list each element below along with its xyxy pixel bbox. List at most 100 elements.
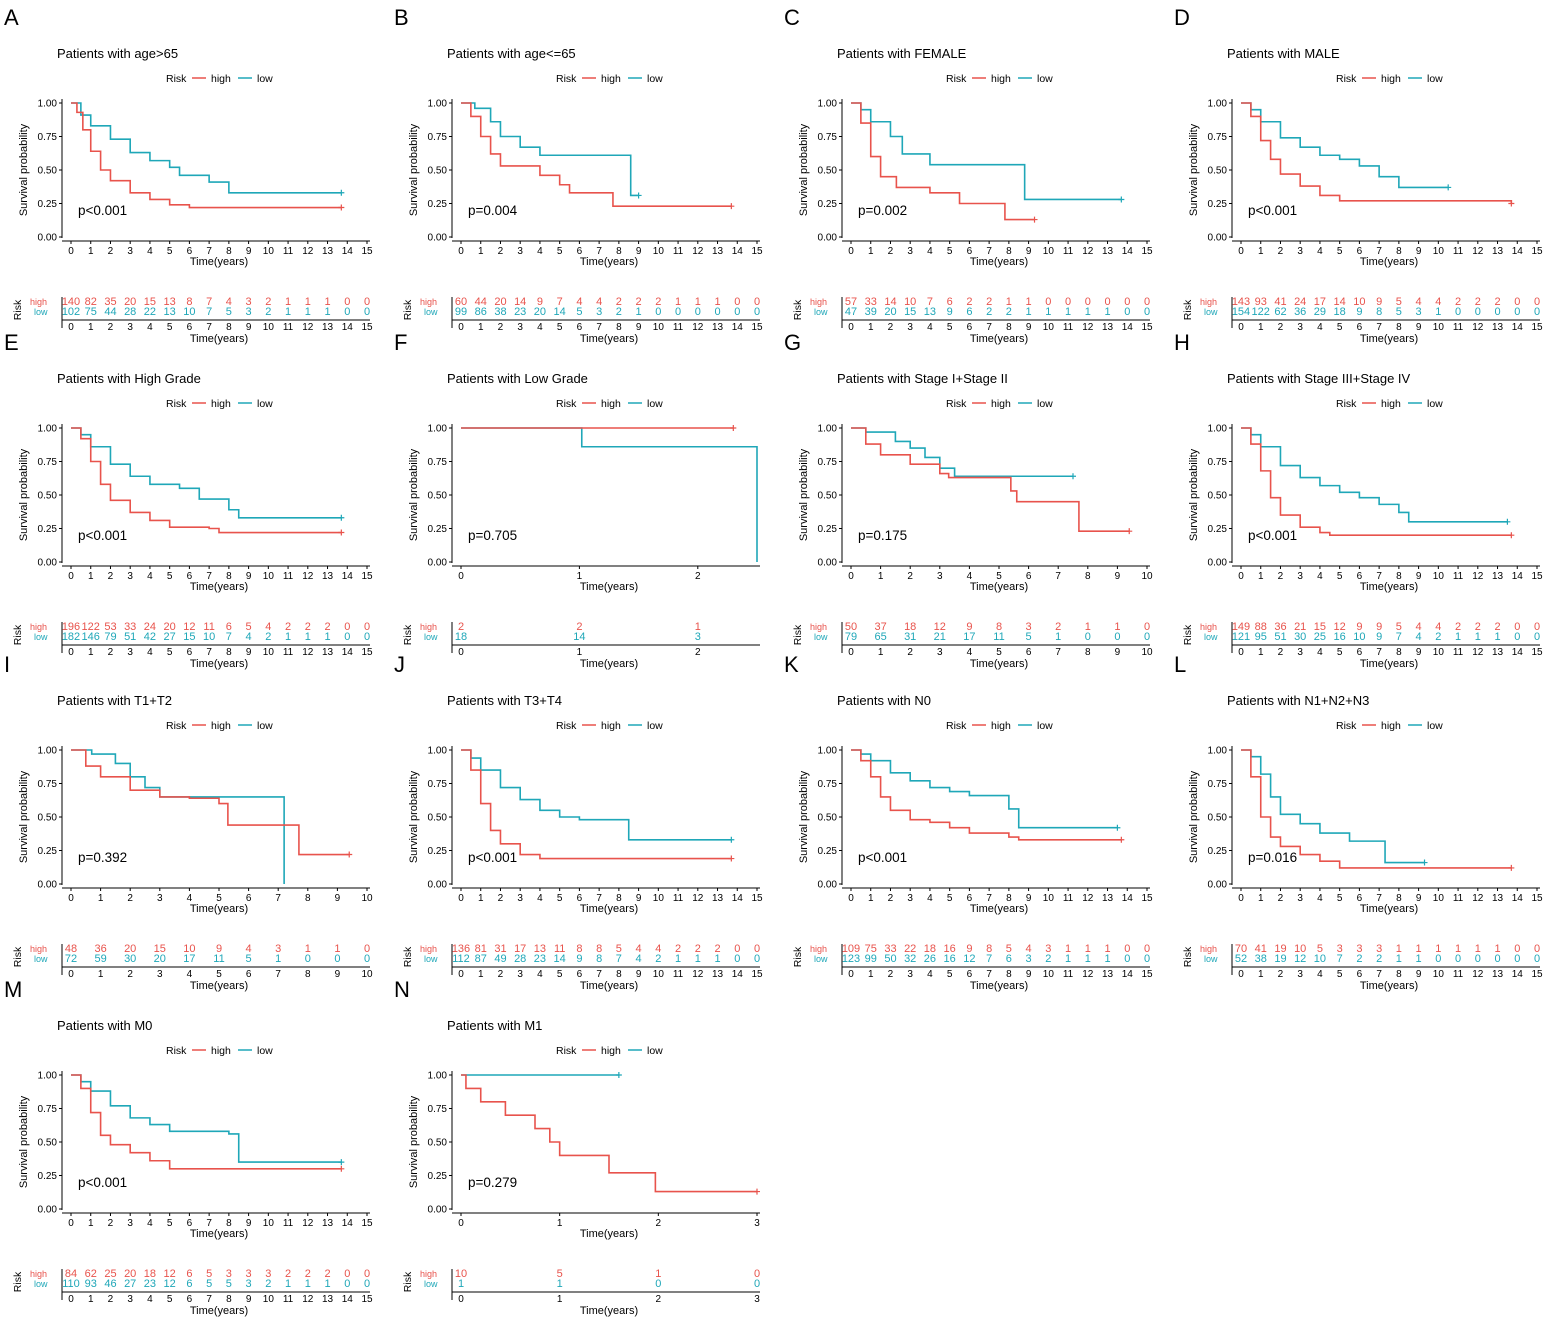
risk-count-low: 2 — [1356, 953, 1362, 965]
censor-mark-high — [1508, 864, 1515, 871]
risk-count-high: 12 — [1334, 621, 1346, 633]
legend: Risk high low — [946, 73, 1053, 85]
y-tick-label: 0.50 — [38, 166, 58, 177]
risk-count-low: 27 — [164, 631, 176, 643]
risk-count-low: 1 — [285, 306, 291, 318]
y-tick-label: 1.00 — [1208, 99, 1228, 110]
y-tick-label: 0.75 — [38, 1104, 58, 1115]
x-tick-label: 10 — [653, 246, 665, 257]
censor-mark-high — [1031, 216, 1038, 223]
risk-count-low: 8 — [1376, 306, 1382, 318]
risk-x-tick-label: 8 — [1396, 322, 1402, 333]
risk-count-high: 10 — [1353, 296, 1365, 308]
x-tick-label: 13 — [712, 893, 724, 904]
x-tick-label: 3 — [157, 893, 163, 904]
risk-count-high: 3 — [246, 1268, 252, 1280]
x-tick-label: 13 — [322, 571, 334, 582]
y-tick-label: 1.00 — [428, 1071, 448, 1082]
p-value: p=0.705 — [468, 528, 517, 543]
risk-x-tick-label: 10 — [1141, 647, 1153, 658]
x-tick-label: 4 — [147, 571, 153, 582]
risk-count-high: 10 — [904, 296, 916, 308]
risk-x-tick-label: 0 — [458, 322, 464, 333]
risk-count-low: 27 — [124, 1278, 136, 1290]
censor-mark-low — [1114, 824, 1121, 831]
y-tick-label: 0.75 — [428, 132, 448, 143]
risk-count-low: 0 — [1534, 631, 1540, 643]
risk-count-low: 0 — [1494, 953, 1500, 965]
risk-x-tick-label: 3 — [517, 969, 523, 980]
panel-letter: I — [4, 652, 10, 677]
y-tick-label: 0.25 — [38, 846, 58, 857]
risk-row-high-label: high — [30, 297, 47, 307]
risk-count-low: 0 — [655, 1278, 661, 1290]
risk-count-low: 9 — [1376, 631, 1382, 643]
risk-x-tick-label: 5 — [947, 322, 953, 333]
risk-x-tick-label: 4 — [147, 322, 153, 333]
risk-count-low: 86 — [475, 306, 487, 318]
x-tick-label: 0 — [848, 246, 854, 257]
risk-count-low: 72 — [65, 953, 77, 965]
legend: Risk high low — [946, 720, 1053, 732]
x-tick-label: 14 — [1122, 893, 1134, 904]
survival-curve-high — [851, 102, 1035, 221]
legend-low-label: low — [1037, 398, 1053, 410]
x-tick-label: 8 — [305, 893, 311, 904]
risk-row-high-label: high — [420, 297, 437, 307]
risk-x-tick-label: 3 — [127, 1294, 133, 1305]
legend-title: Risk — [556, 720, 577, 732]
risk-count-high: 5 — [1317, 943, 1323, 955]
x-tick-label: 13 — [1102, 893, 1114, 904]
legend: Risk high low — [166, 73, 273, 85]
risk-count-low: 0 — [364, 306, 370, 318]
x-tick-label: 7 — [1055, 571, 1061, 582]
y-tick-label: 0.00 — [818, 880, 838, 891]
risk-count-high: 1 — [305, 943, 311, 955]
risk-count-low: 0 — [344, 306, 350, 318]
y-tick-label: 0.50 — [428, 813, 448, 824]
risk-count-low: 6 — [1006, 953, 1012, 965]
p-value: p<0.001 — [858, 850, 907, 865]
risk-count-low: 9 — [576, 953, 582, 965]
risk-count-high: 5 — [557, 1268, 563, 1280]
y-tick-label: 0.50 — [428, 491, 448, 502]
risk-x-tick-label: 4 — [927, 969, 933, 980]
risk-x-tick-label: 13 — [1492, 647, 1504, 658]
risk-count-high: 41 — [1255, 943, 1267, 955]
risk-count-low: 0 — [305, 953, 311, 965]
risk-table-label: Risk — [1182, 299, 1194, 320]
risk-count-low: 1 — [324, 306, 330, 318]
x-tick-label: 0 — [848, 571, 854, 582]
censor-mark-high — [1126, 528, 1133, 535]
risk-x-tick-label: 2 — [498, 969, 504, 980]
risk-count-low: 7 — [986, 953, 992, 965]
y-tick-label: 0.50 — [428, 1138, 448, 1149]
panel-letter: A — [4, 5, 19, 30]
risk-count-low: 1 — [1104, 306, 1110, 318]
risk-count-high: 2 — [305, 1268, 311, 1280]
risk-count-high: 12 — [183, 621, 195, 633]
risk-count-high: 4 — [1435, 621, 1441, 633]
y-tick-label: 0.25 — [428, 1171, 448, 1182]
risk-count-low: 0 — [1475, 306, 1481, 318]
risk-x-tick-label: 7 — [986, 969, 992, 980]
risk-count-low: 7 — [206, 306, 212, 318]
risk-count-low: 5 — [576, 306, 582, 318]
risk-count-high: 1 — [1085, 621, 1091, 633]
x-tick-label: 14 — [1512, 571, 1524, 582]
risk-count-low: 59 — [94, 953, 106, 965]
risk-count-low: 65 — [874, 631, 886, 643]
x-tick-label: 7 — [1376, 571, 1382, 582]
risk-count-low: 23 — [534, 953, 546, 965]
risk-x-tick-label: 7 — [206, 322, 212, 333]
legend: Risk high low — [1336, 398, 1443, 410]
legend-title: Risk — [166, 398, 187, 410]
risk-count-high: 33 — [884, 943, 896, 955]
risk-x-tick-label: 3 — [1297, 969, 1303, 980]
survival-curve-high — [71, 102, 342, 209]
risk-x-tick-label: 2 — [1278, 969, 1284, 980]
risk-count-high: 35 — [104, 296, 116, 308]
y-tick-label: 0.50 — [1208, 491, 1228, 502]
